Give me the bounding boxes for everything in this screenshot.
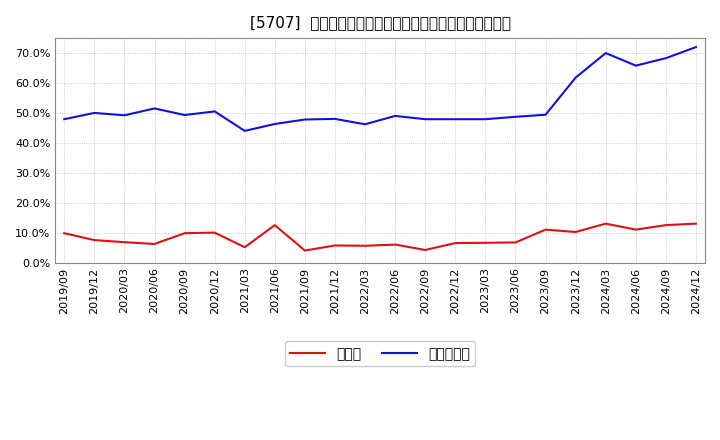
有利子負債 xyxy=(90,110,99,116)
有利子負債 xyxy=(541,112,550,117)
有利子負債 xyxy=(692,44,701,50)
Line: 現頲金: 現頲金 xyxy=(64,224,696,250)
有利子負債 xyxy=(300,117,309,122)
現頲金 xyxy=(361,243,369,249)
現頲金 xyxy=(210,230,219,235)
有利子負債 xyxy=(572,75,580,80)
現頲金 xyxy=(692,221,701,226)
現頲金 xyxy=(330,243,339,248)
現頲金 xyxy=(541,227,550,232)
現頲金 xyxy=(180,231,189,236)
有利子負債 xyxy=(60,117,68,122)
現頲金 xyxy=(601,221,610,226)
有利子負債 xyxy=(631,63,640,68)
現頲金 xyxy=(631,227,640,232)
Title: [5707]  現頲金、有利子負債の総資産に対する比率の推移: [5707] 現頲金、有利子負債の総資産に対する比率の推移 xyxy=(250,15,510,30)
Line: 有利子負債: 有利子負債 xyxy=(64,47,696,131)
有利子負債 xyxy=(601,51,610,56)
有利子負債 xyxy=(240,128,249,133)
有利子負債 xyxy=(330,116,339,121)
現頲金 xyxy=(300,248,309,253)
有利子負債 xyxy=(180,112,189,117)
有利子負債 xyxy=(271,121,279,127)
現頲金 xyxy=(662,223,670,228)
現頲金 xyxy=(511,240,520,245)
現頲金 xyxy=(240,245,249,250)
有利子負債 xyxy=(481,117,490,122)
現頲金 xyxy=(572,229,580,235)
現頲金 xyxy=(481,240,490,246)
現頲金 xyxy=(150,241,159,246)
Legend: 現頲金, 有利子負債: 現頲金, 有利子負債 xyxy=(285,341,475,367)
現頲金 xyxy=(90,238,99,243)
有利子負債 xyxy=(120,113,129,118)
有利子負債 xyxy=(421,117,430,122)
現頲金 xyxy=(271,223,279,228)
現頲金 xyxy=(120,239,129,245)
有利子負債 xyxy=(361,121,369,127)
有利子負債 xyxy=(662,55,670,61)
有利子負債 xyxy=(511,114,520,119)
現頲金 xyxy=(421,247,430,253)
有利子負債 xyxy=(391,113,400,118)
現頲金 xyxy=(60,231,68,236)
現頲金 xyxy=(391,242,400,247)
現頲金 xyxy=(451,240,459,246)
有利子負債 xyxy=(451,117,459,122)
有利子負債 xyxy=(150,106,159,111)
有利子負債 xyxy=(210,109,219,114)
